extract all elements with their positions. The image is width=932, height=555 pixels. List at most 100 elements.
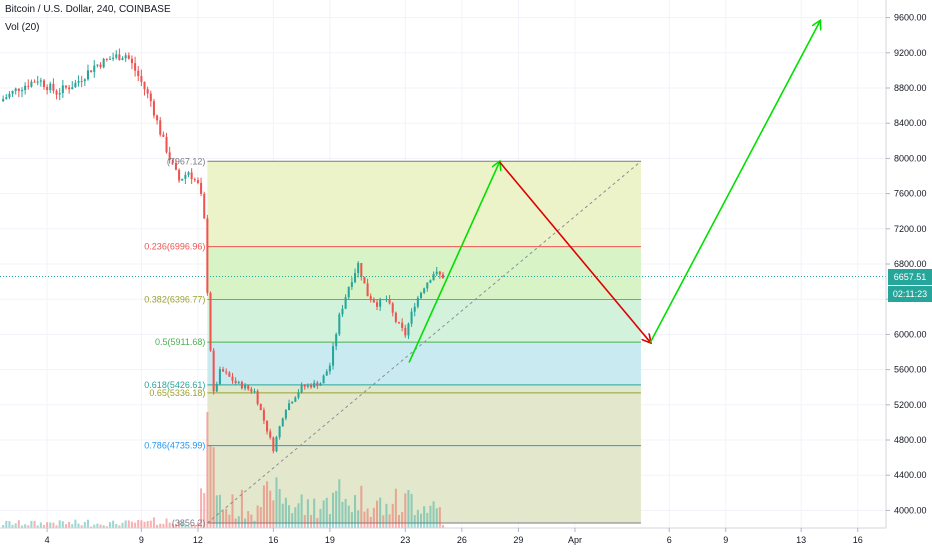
volume-bar	[77, 523, 80, 528]
volume-bar	[344, 498, 347, 528]
candle-body	[112, 57, 115, 59]
candle-body	[27, 85, 30, 87]
volume-bar	[174, 524, 177, 528]
volume-bar	[39, 522, 42, 528]
volume-bar	[115, 524, 118, 528]
volume-bar	[316, 517, 319, 528]
volume-bar	[426, 512, 429, 528]
candle-body	[366, 283, 369, 297]
projection-arrow	[649, 21, 820, 343]
volume-bar	[410, 493, 413, 528]
volume-bar	[379, 497, 382, 528]
time-tick-label: 16	[853, 535, 863, 545]
price-tick-label: 7600.00	[894, 189, 927, 199]
candle-body	[222, 369, 225, 372]
volume-bar	[20, 525, 24, 528]
candle-body	[181, 178, 184, 181]
volume-bar	[193, 525, 196, 528]
volume-bar	[225, 508, 228, 528]
candle-body	[438, 271, 441, 275]
fib-level-label: 0.786(4735.99)	[144, 441, 205, 451]
volume-bar	[86, 519, 89, 528]
volume-bar	[11, 524, 14, 528]
volume-bar	[423, 506, 426, 528]
volume-bar	[310, 515, 313, 528]
volume-bar	[291, 513, 294, 528]
time-tick-label: 16	[268, 535, 278, 545]
candle-body	[165, 136, 168, 153]
candle-body	[137, 70, 140, 77]
volume-histogram	[2, 412, 445, 528]
volume-bar	[297, 503, 300, 528]
candle-body	[385, 299, 388, 301]
volume-bar	[303, 514, 306, 528]
volume-bar	[203, 493, 206, 528]
volume-bar	[49, 522, 52, 528]
volume-bar	[234, 518, 237, 528]
volume-bar	[149, 520, 152, 528]
candle-body	[429, 280, 432, 283]
fibonacci-labels: (7967.12) 0.236(6996.96) 0.382(6396.77) 0.5…	[144, 156, 205, 528]
candle-body	[294, 397, 297, 402]
volume-bar	[127, 520, 130, 528]
volume-bar	[17, 520, 20, 528]
fib-level-label: 0.618(5426.61)	[144, 380, 205, 390]
last-price-badge: 6657.51	[888, 268, 932, 285]
volume-bar	[269, 490, 272, 528]
candle-body	[215, 384, 218, 392]
volume-bar	[244, 518, 247, 528]
candle-body	[14, 88, 17, 91]
time-axis-bg	[0, 528, 932, 550]
volume-bar	[24, 524, 27, 528]
candle-body	[332, 346, 335, 366]
candle-body	[193, 179, 196, 181]
candle-body	[187, 172, 190, 175]
candle-body	[146, 89, 149, 94]
candle-body	[93, 65, 96, 73]
price-tick-label: 8000.00	[894, 153, 927, 163]
volume-bar	[288, 505, 291, 528]
candle-body	[228, 372, 231, 377]
candle-body	[347, 286, 350, 298]
candle-body	[344, 297, 347, 309]
candle-body	[244, 385, 247, 389]
candle-body	[11, 90, 14, 94]
price-tick-label: 5600.00	[894, 365, 927, 375]
candle-body	[404, 327, 407, 336]
projection-arrows	[408, 21, 820, 363]
volume-bar	[134, 522, 137, 528]
volume-bar	[130, 521, 133, 528]
volume-bar	[5, 520, 8, 528]
candle-body	[200, 182, 203, 194]
candle-body	[379, 299, 382, 307]
candle-body	[319, 383, 322, 386]
volume-bar	[366, 508, 369, 528]
volume-bar	[281, 503, 284, 528]
volume-bar	[140, 520, 143, 528]
chart-title: Bitcoin / U.S. Dollar, 240, COINBASE	[5, 4, 171, 15]
volume-bar	[102, 525, 105, 528]
candle-body	[96, 64, 99, 66]
candle-body	[325, 371, 328, 376]
candle-body	[52, 83, 55, 91]
candle-body	[2, 99, 5, 102]
volume-bar	[118, 525, 121, 528]
candle-body	[259, 403, 262, 411]
candle-body	[303, 384, 306, 387]
volume-bar	[90, 526, 93, 528]
candle-body	[369, 296, 372, 300]
volume-bar	[385, 503, 388, 528]
volume-bar	[55, 525, 58, 528]
volume-bar	[357, 510, 360, 528]
volume-bar	[61, 521, 64, 528]
candle-body	[83, 79, 86, 82]
candle-body	[341, 308, 344, 315]
candle-body	[8, 93, 11, 98]
candle-body	[423, 288, 426, 293]
time-tick-label: 26	[457, 535, 467, 545]
volume-bar	[407, 490, 410, 528]
time-tick-label: 12	[193, 535, 203, 545]
candle-body	[350, 282, 353, 287]
